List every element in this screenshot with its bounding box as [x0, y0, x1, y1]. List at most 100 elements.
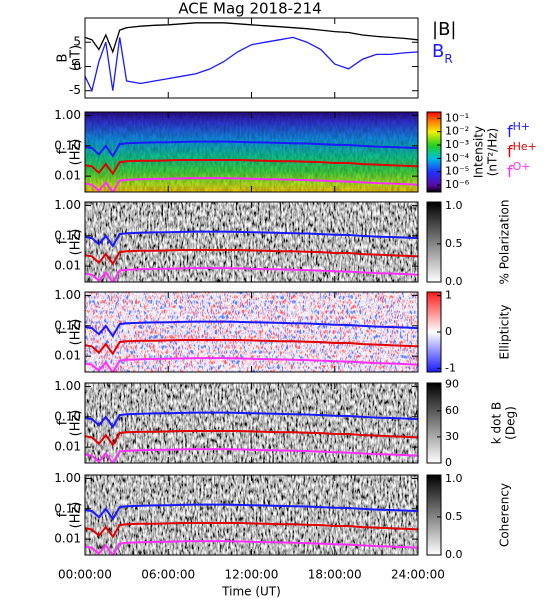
y-tick-label: 0.10	[54, 501, 81, 515]
colorbar-tick-label: 0.0	[445, 548, 463, 561]
colorbar-tick-label: 0.5	[445, 237, 463, 250]
axis-label: (nT)	[69, 45, 84, 71]
axis-label: Ellipticity	[498, 305, 512, 360]
axis-label: k dot B	[490, 402, 504, 444]
axis-label: (nT²/Hz)	[486, 128, 500, 176]
axis-label: f	[56, 420, 71, 425]
series-line	[85, 249, 418, 266]
y-tick-label: 1.00	[54, 471, 81, 485]
colorbar	[426, 474, 442, 556]
plot-area	[85, 230, 418, 282]
axis-label: % Polarization	[498, 200, 512, 285]
y-tick-label: 0.10	[54, 409, 81, 423]
series-line	[85, 159, 418, 176]
axis-label: (Hz)	[69, 502, 84, 529]
series-line	[85, 267, 418, 282]
y-tick-label: 0.01	[54, 169, 81, 183]
series-line	[85, 540, 418, 555]
y-tick-label: 1.00	[54, 198, 81, 212]
axis-label: (Hz)	[69, 319, 84, 346]
series-line	[85, 357, 418, 372]
x-tick-label: 12:00:00	[225, 568, 279, 582]
legend-subscript: O+	[513, 160, 531, 173]
x-tick-label: 06:00:00	[141, 568, 195, 582]
legend-entry: BR	[432, 41, 453, 66]
colorbar-tick-label: 10⁻²	[445, 125, 469, 138]
legend-entry: fHe+	[507, 140, 537, 161]
x-tick-label: 18:00:00	[308, 568, 362, 582]
y-tick-label: 1.00	[54, 108, 81, 122]
x-tick-label: 24:00:00	[391, 568, 445, 582]
colorbar-tick-label: -1	[445, 361, 456, 374]
series-line	[85, 230, 418, 248]
y-tick-label: 0.01	[54, 259, 81, 273]
axis-label: f	[56, 329, 71, 334]
colorbar-tick-label: 0.0	[445, 275, 463, 288]
axis-label: (Deg)	[504, 406, 518, 440]
series-line	[85, 22, 418, 54]
series-line	[85, 339, 418, 356]
series-line	[85, 177, 418, 192]
axis-label: Intensity	[472, 126, 486, 178]
colorbar	[426, 111, 442, 193]
plot-area	[85, 22, 418, 93]
legend-name: f	[507, 142, 513, 161]
colorbar-tick-label: 90	[445, 378, 459, 391]
axis-label: (Hz)	[69, 410, 84, 437]
colorbar-tick-label: 1.0	[445, 472, 463, 485]
legend-name: |B|	[432, 19, 456, 40]
colorbar-tick-label: 10⁻⁶	[445, 178, 470, 191]
series-line	[85, 36, 418, 93]
legend-subscript: R	[444, 52, 452, 66]
y-tick-label: 0.01	[54, 532, 81, 546]
axis-label: f	[56, 239, 71, 244]
legend-entry: fO+	[507, 160, 531, 181]
colorbar-tick-label: 10⁻¹	[445, 111, 469, 124]
colorbar-tick-label: 10⁻⁴	[445, 151, 470, 164]
series-line	[85, 448, 418, 463]
colorbar-tick-label: 10⁻⁵	[445, 165, 469, 178]
axis-label: (Hz)	[69, 139, 84, 166]
axis-label: Coherency	[498, 483, 512, 547]
plot-area	[85, 503, 418, 555]
legend-name: f	[507, 122, 513, 141]
series-line	[85, 411, 418, 429]
axis-label: f	[56, 512, 71, 517]
y-tick-label: 1.00	[54, 288, 81, 302]
plot-area	[85, 320, 418, 372]
series-line	[85, 140, 418, 158]
colorbar-tick-label: 1.0	[445, 199, 463, 212]
y-tick-label: 1.00	[54, 379, 81, 393]
series-line	[85, 522, 418, 539]
colorbar-tick-label: 0	[445, 325, 452, 338]
colorbar-tick-label: 60	[445, 404, 459, 417]
legend-entry: fH+	[507, 120, 530, 141]
colorbar-tick-label: 0	[445, 456, 452, 469]
colorbar-tick-label: 1	[445, 289, 452, 302]
y-tick-label: 0	[73, 59, 81, 73]
legend-name: B	[432, 41, 444, 62]
chart-title: ACE Mag 2018-214	[178, 0, 321, 18]
series-line	[85, 320, 418, 338]
axis-label: (Hz)	[69, 229, 84, 256]
y-tick-label: 0.01	[54, 440, 81, 454]
axis-label: B	[56, 54, 71, 63]
plot-area	[85, 411, 418, 463]
y-tick-label: 5	[73, 35, 81, 49]
colorbar-tick-label: 30	[445, 430, 459, 443]
legend-subscript: He+	[513, 140, 537, 153]
series-line	[85, 503, 418, 521]
y-tick-label: 0.10	[54, 228, 81, 242]
y-tick-label: 0.10	[54, 318, 81, 332]
axis-label: f	[56, 149, 71, 154]
legend-name: f	[507, 162, 513, 181]
x-axis-label: Time (UT)	[221, 585, 281, 599]
colorbar	[426, 382, 442, 464]
legend-subscript: H+	[513, 120, 531, 133]
colorbar-tick-label: 0.5	[445, 510, 463, 523]
colorbar-tick-label: 10⁻³	[445, 138, 469, 151]
plot-frame	[84, 17, 419, 99]
y-tick-label: -5	[69, 83, 81, 97]
colorbar	[426, 201, 442, 283]
